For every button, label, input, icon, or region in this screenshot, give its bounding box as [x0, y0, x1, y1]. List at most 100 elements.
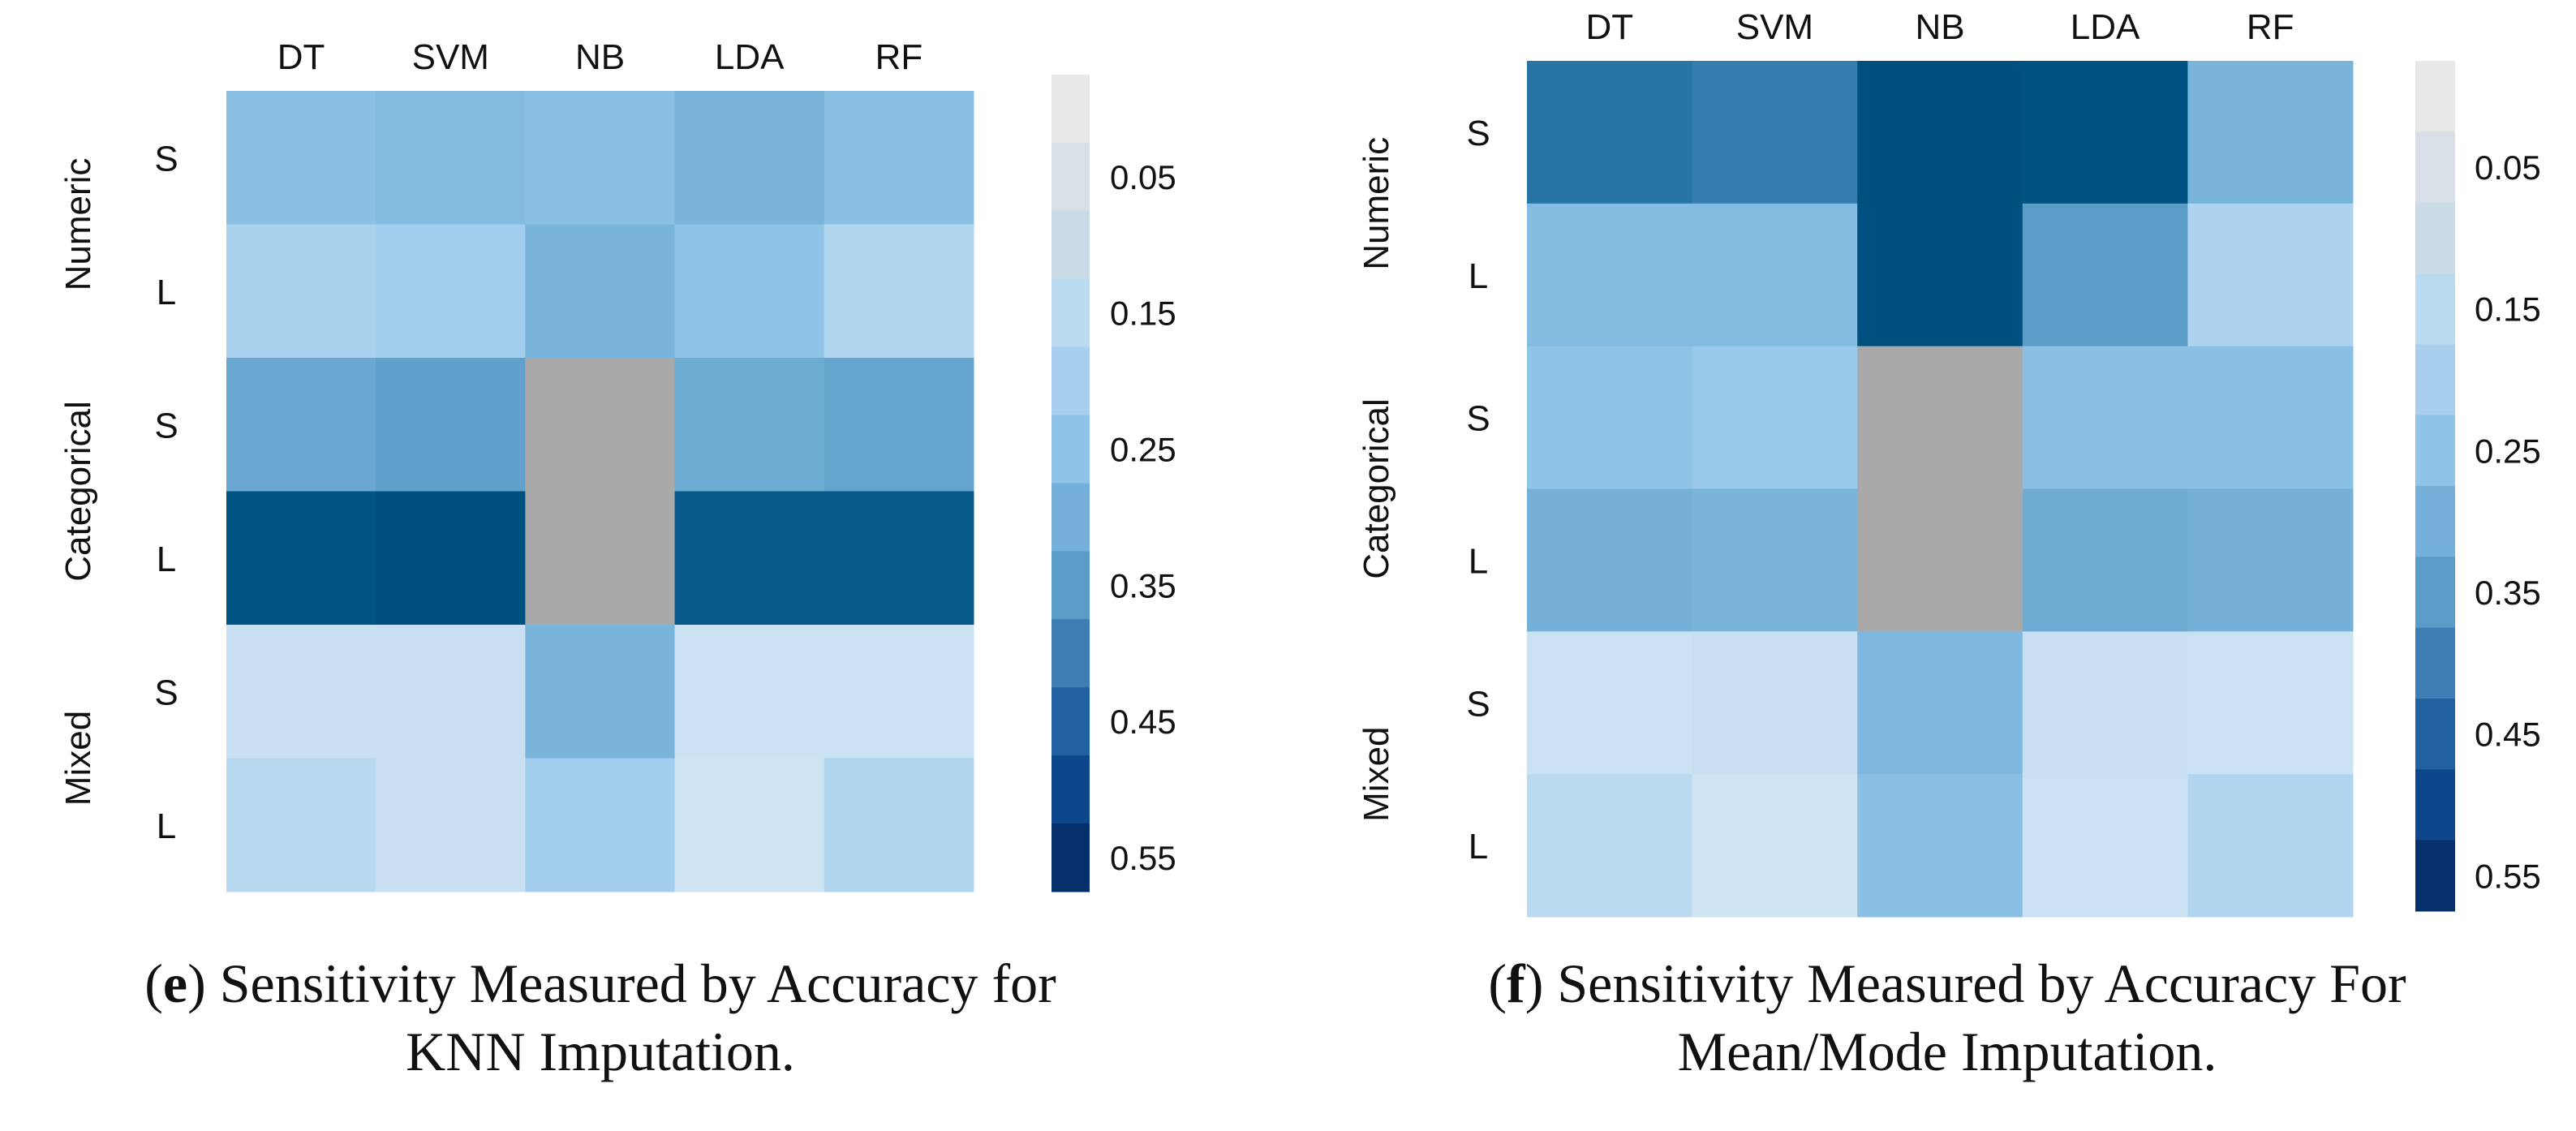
column-label: NB [575, 37, 625, 77]
heatmap-cell [2187, 631, 2354, 775]
heatmap-cell [824, 91, 974, 225]
caption-line-1: Sensitivity Measured by Accuracy for [219, 953, 1056, 1014]
column-label: LDA [715, 37, 785, 77]
heatmap-cell [226, 758, 376, 892]
heatmap-cell [824, 358, 974, 492]
heatmap-cell [525, 491, 676, 626]
heatmap-cell [674, 358, 825, 492]
row-group-label: Mixed [1357, 726, 1396, 821]
row-label: L [157, 273, 176, 312]
row-group-label: Mixed [58, 711, 98, 806]
colorbar: 0.05 0.15 0.25 0.35 0.45 0.55 [2415, 61, 2541, 912]
heatmap-cell [674, 224, 825, 359]
colorbar-bin [1051, 415, 1090, 484]
colorbar-bin [1051, 142, 1090, 212]
colorbar-tick-label: 0.25 [1110, 431, 1176, 469]
caption-line-1: Sensitivity Measured by Accuracy For [1557, 953, 2406, 1014]
row-label: S [154, 139, 178, 178]
heatmap-cell [824, 625, 974, 759]
heatmap-cell [1692, 774, 1858, 918]
colorbar-bin [2415, 699, 2455, 770]
heatmap-cell [2187, 774, 2354, 918]
heatmap-f: DT SVM NB LDA RF S L S L S L Numeric Categorical Mixe… [1357, 7, 2541, 918]
caption-line-2: Mean/Mode Imputation. [1677, 1021, 2217, 1082]
colorbar-bin [1051, 619, 1090, 688]
column-label: RF [2247, 7, 2294, 47]
heatmap-cell [1692, 488, 1858, 632]
colorbar-bin [1051, 346, 1090, 416]
colorbar-bin [2415, 627, 2455, 699]
heatmap-cell [2022, 774, 2188, 918]
row-group-label: Numeric [58, 158, 98, 291]
heatmap-cell [2187, 488, 2354, 632]
column-label: SVM [1736, 7, 1813, 47]
colorbar-bin [2415, 557, 2455, 629]
heatmap-cell [1527, 61, 1693, 204]
heatmap-cell [226, 625, 376, 759]
heatmap-cell [1857, 346, 2023, 489]
heatmap-cell [1857, 631, 2023, 775]
heatmap-cell [525, 625, 676, 759]
colorbar-bin [2415, 415, 2455, 487]
colorbar-tick-label: 0.15 [1110, 295, 1176, 333]
heatmap-cell [1857, 774, 2023, 918]
heatmap-cell [674, 91, 825, 225]
heatmap-cell [1527, 346, 1693, 489]
caption-e: (e) Sensitivity Measured by Accuracy for… [144, 953, 1056, 1082]
heatmap-cell [525, 91, 676, 225]
colorbar-tick-label: 0.55 [2475, 857, 2541, 895]
colorbar-bin [2415, 840, 2455, 912]
heatmap-cell [226, 91, 376, 225]
heatmap-cell [1692, 61, 1858, 204]
colorbar-tick-label: 0.35 [2475, 574, 2541, 612]
colorbar-tick-label: 0.25 [2475, 432, 2541, 470]
heatmap-cell [1527, 203, 1693, 347]
column-label: DT [277, 37, 325, 77]
heatmap-e: DT SVM NB LDA RF S L S L S L Numeric Categorical Mixe… [58, 37, 1176, 892]
row-label: S [1466, 684, 1490, 724]
heatmap-cell [525, 758, 676, 892]
heatmap-cell [376, 224, 526, 359]
heatmap-cell [2022, 631, 2188, 775]
caption-f: (f) Sensitivity Measured by Accuracy For… [1488, 953, 2406, 1082]
heatmap-cell [1692, 631, 1858, 775]
row-label: S [154, 673, 178, 712]
colorbar-bin [1051, 687, 1090, 756]
heatmap-cell [376, 491, 526, 626]
colorbar-tick-label: 0.55 [1110, 839, 1176, 877]
heatmap-cell [1857, 203, 2023, 347]
row-group-label: Categorical [58, 401, 98, 582]
column-label: NB [1915, 7, 1964, 47]
heatmap-cell [1527, 774, 1693, 918]
colorbar-bin [2415, 131, 2455, 204]
heatmap-cell [2187, 61, 2354, 204]
heatmap-cell [226, 491, 376, 626]
heatmap-cell [674, 491, 825, 626]
heatmap-cell [376, 758, 526, 892]
heatmap-cell [824, 491, 974, 626]
heatmap-cell [824, 224, 974, 359]
heatmap-cell [674, 758, 825, 892]
column-label: SVM [412, 37, 489, 77]
colorbar-bin [2415, 273, 2455, 345]
colorbar-bin [2415, 769, 2455, 841]
column-label: LDA [2071, 7, 2140, 47]
heatmap-cell [226, 358, 376, 492]
heatmap-cell [2187, 203, 2354, 347]
colorbar-bin [1051, 551, 1090, 620]
heatmap-cell [1692, 203, 1858, 347]
heatmap-cell [376, 358, 526, 492]
heatmap-cell [525, 224, 676, 359]
heatmap-cell [2022, 61, 2188, 204]
heatmap-cell [674, 625, 825, 759]
colorbar-tick-label: 0.35 [1110, 566, 1176, 604]
heatmap-cell [376, 91, 526, 225]
row-group-label: Categorical [1357, 398, 1396, 579]
heatmap-cell [2187, 346, 2354, 489]
row-label: S [1466, 399, 1490, 439]
colorbar-tick-label: 0.45 [2475, 716, 2541, 754]
row-label: L [1469, 256, 1488, 296]
colorbar: 0.05 0.15 0.25 0.35 0.45 0.55 [1051, 75, 1176, 892]
colorbar-bin [2415, 61, 2455, 132]
